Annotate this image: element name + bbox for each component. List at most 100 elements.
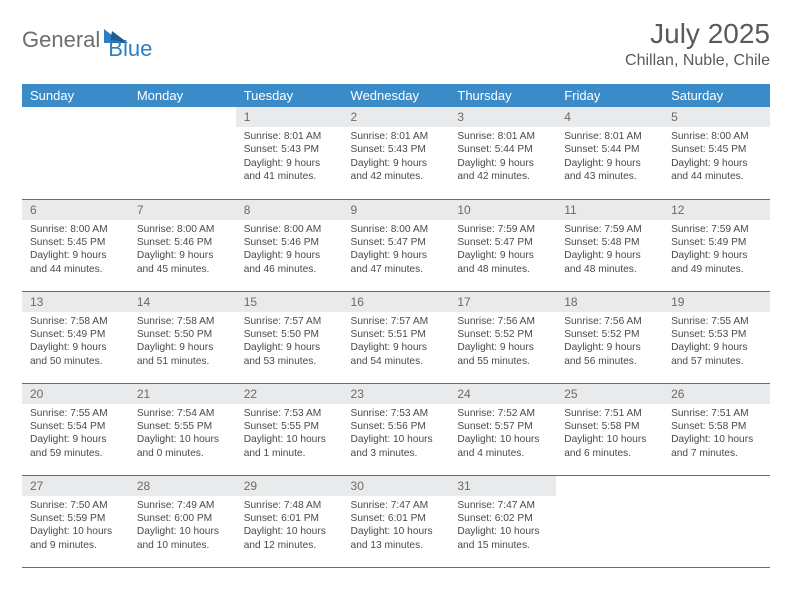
day-number: 27 bbox=[22, 476, 129, 496]
day-number: 4 bbox=[556, 107, 663, 127]
day-number: 6 bbox=[22, 200, 129, 220]
day-details: Sunrise: 7:59 AMSunset: 5:47 PMDaylight:… bbox=[449, 220, 556, 281]
day-details: Sunrise: 8:00 AMSunset: 5:46 PMDaylight:… bbox=[236, 220, 343, 281]
calendar-day-cell: 6Sunrise: 8:00 AMSunset: 5:45 PMDaylight… bbox=[22, 199, 129, 291]
day-number: 1 bbox=[236, 107, 343, 127]
calendar-week-row: 13Sunrise: 7:58 AMSunset: 5:49 PMDayligh… bbox=[22, 291, 770, 383]
logo-text-general: General bbox=[22, 27, 100, 53]
day-number: 18 bbox=[556, 292, 663, 312]
day-number: 19 bbox=[663, 292, 770, 312]
day-details: Sunrise: 7:55 AMSunset: 5:53 PMDaylight:… bbox=[663, 312, 770, 373]
day-number: 22 bbox=[236, 384, 343, 404]
calendar-week-row: 6Sunrise: 8:00 AMSunset: 5:45 PMDaylight… bbox=[22, 199, 770, 291]
day-number: 30 bbox=[343, 476, 450, 496]
day-number: 5 bbox=[663, 107, 770, 127]
day-details: Sunrise: 7:53 AMSunset: 5:56 PMDaylight:… bbox=[343, 404, 450, 465]
calendar-day-cell: 29Sunrise: 7:48 AMSunset: 6:01 PMDayligh… bbox=[236, 475, 343, 567]
day-details: Sunrise: 7:57 AMSunset: 5:50 PMDaylight:… bbox=[236, 312, 343, 373]
day-number: 12 bbox=[663, 200, 770, 220]
calendar-body: 1Sunrise: 8:01 AMSunset: 5:43 PMDaylight… bbox=[22, 107, 770, 567]
day-number: 21 bbox=[129, 384, 236, 404]
weekday-header: Thursday bbox=[449, 84, 556, 107]
day-number: 14 bbox=[129, 292, 236, 312]
header: General Blue July 2025 Chillan, Nuble, C… bbox=[22, 18, 770, 70]
calendar-day-cell: 18Sunrise: 7:56 AMSunset: 5:52 PMDayligh… bbox=[556, 291, 663, 383]
logo: General Blue bbox=[22, 18, 152, 62]
day-details: Sunrise: 7:56 AMSunset: 5:52 PMDaylight:… bbox=[449, 312, 556, 373]
calendar-day-cell: 3Sunrise: 8:01 AMSunset: 5:44 PMDaylight… bbox=[449, 107, 556, 199]
day-number: 15 bbox=[236, 292, 343, 312]
day-details: Sunrise: 8:01 AMSunset: 5:43 PMDaylight:… bbox=[236, 127, 343, 188]
weekday-header: Monday bbox=[129, 84, 236, 107]
day-details: Sunrise: 8:01 AMSunset: 5:44 PMDaylight:… bbox=[556, 127, 663, 188]
calendar-day-cell: 7Sunrise: 8:00 AMSunset: 5:46 PMDaylight… bbox=[129, 199, 236, 291]
day-details: Sunrise: 7:49 AMSunset: 6:00 PMDaylight:… bbox=[129, 496, 236, 557]
day-details: Sunrise: 7:50 AMSunset: 5:59 PMDaylight:… bbox=[22, 496, 129, 557]
weekday-header: Saturday bbox=[663, 84, 770, 107]
day-number: 16 bbox=[343, 292, 450, 312]
calendar-day-cell: 22Sunrise: 7:53 AMSunset: 5:55 PMDayligh… bbox=[236, 383, 343, 475]
calendar-day-cell: 5Sunrise: 8:00 AMSunset: 5:45 PMDaylight… bbox=[663, 107, 770, 199]
day-details: Sunrise: 8:01 AMSunset: 5:44 PMDaylight:… bbox=[449, 127, 556, 188]
day-details: Sunrise: 7:52 AMSunset: 5:57 PMDaylight:… bbox=[449, 404, 556, 465]
day-details: Sunrise: 7:59 AMSunset: 5:48 PMDaylight:… bbox=[556, 220, 663, 281]
day-details: Sunrise: 8:00 AMSunset: 5:45 PMDaylight:… bbox=[22, 220, 129, 281]
day-details: Sunrise: 8:00 AMSunset: 5:47 PMDaylight:… bbox=[343, 220, 450, 281]
calendar-empty-cell bbox=[22, 107, 129, 199]
calendar-empty-cell bbox=[129, 107, 236, 199]
calendar-day-cell: 24Sunrise: 7:52 AMSunset: 5:57 PMDayligh… bbox=[449, 383, 556, 475]
title-group: July 2025 Chillan, Nuble, Chile bbox=[625, 18, 770, 70]
calendar-day-cell: 8Sunrise: 8:00 AMSunset: 5:46 PMDaylight… bbox=[236, 199, 343, 291]
day-number: 29 bbox=[236, 476, 343, 496]
calendar-week-row: 27Sunrise: 7:50 AMSunset: 5:59 PMDayligh… bbox=[22, 475, 770, 567]
calendar-day-cell: 28Sunrise: 7:49 AMSunset: 6:00 PMDayligh… bbox=[129, 475, 236, 567]
day-details: Sunrise: 7:58 AMSunset: 5:49 PMDaylight:… bbox=[22, 312, 129, 373]
weekday-header: Wednesday bbox=[343, 84, 450, 107]
day-number: 25 bbox=[556, 384, 663, 404]
day-number: 3 bbox=[449, 107, 556, 127]
calendar-day-cell: 12Sunrise: 7:59 AMSunset: 5:49 PMDayligh… bbox=[663, 199, 770, 291]
calendar-day-cell: 14Sunrise: 7:58 AMSunset: 5:50 PMDayligh… bbox=[129, 291, 236, 383]
day-details: Sunrise: 7:57 AMSunset: 5:51 PMDaylight:… bbox=[343, 312, 450, 373]
day-details: Sunrise: 7:47 AMSunset: 6:02 PMDaylight:… bbox=[449, 496, 556, 557]
calendar-day-cell: 9Sunrise: 8:00 AMSunset: 5:47 PMDaylight… bbox=[343, 199, 450, 291]
day-details: Sunrise: 7:53 AMSunset: 5:55 PMDaylight:… bbox=[236, 404, 343, 465]
day-number: 17 bbox=[449, 292, 556, 312]
calendar-day-cell: 19Sunrise: 7:55 AMSunset: 5:53 PMDayligh… bbox=[663, 291, 770, 383]
calendar-day-cell: 20Sunrise: 7:55 AMSunset: 5:54 PMDayligh… bbox=[22, 383, 129, 475]
day-details: Sunrise: 7:56 AMSunset: 5:52 PMDaylight:… bbox=[556, 312, 663, 373]
calendar-header-row: SundayMondayTuesdayWednesdayThursdayFrid… bbox=[22, 84, 770, 107]
day-number: 26 bbox=[663, 384, 770, 404]
calendar-day-cell: 31Sunrise: 7:47 AMSunset: 6:02 PMDayligh… bbox=[449, 475, 556, 567]
calendar-day-cell: 11Sunrise: 7:59 AMSunset: 5:48 PMDayligh… bbox=[556, 199, 663, 291]
day-details: Sunrise: 7:48 AMSunset: 6:01 PMDaylight:… bbox=[236, 496, 343, 557]
calendar-day-cell: 1Sunrise: 8:01 AMSunset: 5:43 PMDaylight… bbox=[236, 107, 343, 199]
location-subtitle: Chillan, Nuble, Chile bbox=[625, 52, 770, 70]
day-details: Sunrise: 7:59 AMSunset: 5:49 PMDaylight:… bbox=[663, 220, 770, 281]
day-number: 9 bbox=[343, 200, 450, 220]
logo-text-blue: Blue bbox=[108, 36, 152, 62]
calendar-day-cell: 23Sunrise: 7:53 AMSunset: 5:56 PMDayligh… bbox=[343, 383, 450, 475]
calendar-day-cell: 21Sunrise: 7:54 AMSunset: 5:55 PMDayligh… bbox=[129, 383, 236, 475]
day-details: Sunrise: 8:00 AMSunset: 5:46 PMDaylight:… bbox=[129, 220, 236, 281]
day-number: 10 bbox=[449, 200, 556, 220]
calendar-empty-cell bbox=[556, 475, 663, 567]
weekday-header: Friday bbox=[556, 84, 663, 107]
calendar-table: SundayMondayTuesdayWednesdayThursdayFrid… bbox=[22, 84, 770, 568]
calendar-day-cell: 10Sunrise: 7:59 AMSunset: 5:47 PMDayligh… bbox=[449, 199, 556, 291]
day-details: Sunrise: 7:54 AMSunset: 5:55 PMDaylight:… bbox=[129, 404, 236, 465]
calendar-day-cell: 25Sunrise: 7:51 AMSunset: 5:58 PMDayligh… bbox=[556, 383, 663, 475]
calendar-day-cell: 30Sunrise: 7:47 AMSunset: 6:01 PMDayligh… bbox=[343, 475, 450, 567]
day-number: 2 bbox=[343, 107, 450, 127]
calendar-day-cell: 26Sunrise: 7:51 AMSunset: 5:58 PMDayligh… bbox=[663, 383, 770, 475]
calendar-day-cell: 4Sunrise: 8:01 AMSunset: 5:44 PMDaylight… bbox=[556, 107, 663, 199]
calendar-day-cell: 2Sunrise: 8:01 AMSunset: 5:43 PMDaylight… bbox=[343, 107, 450, 199]
day-details: Sunrise: 7:55 AMSunset: 5:54 PMDaylight:… bbox=[22, 404, 129, 465]
day-details: Sunrise: 8:00 AMSunset: 5:45 PMDaylight:… bbox=[663, 127, 770, 188]
day-number: 24 bbox=[449, 384, 556, 404]
month-year-title: July 2025 bbox=[625, 18, 770, 50]
day-number: 7 bbox=[129, 200, 236, 220]
calendar-day-cell: 13Sunrise: 7:58 AMSunset: 5:49 PMDayligh… bbox=[22, 291, 129, 383]
weekday-header: Sunday bbox=[22, 84, 129, 107]
day-number: 31 bbox=[449, 476, 556, 496]
